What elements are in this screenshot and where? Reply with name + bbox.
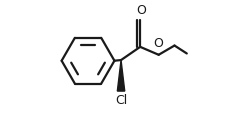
Text: O: O — [154, 37, 163, 50]
Text: O: O — [136, 4, 146, 17]
Text: Cl: Cl — [115, 94, 127, 107]
Polygon shape — [117, 60, 125, 91]
